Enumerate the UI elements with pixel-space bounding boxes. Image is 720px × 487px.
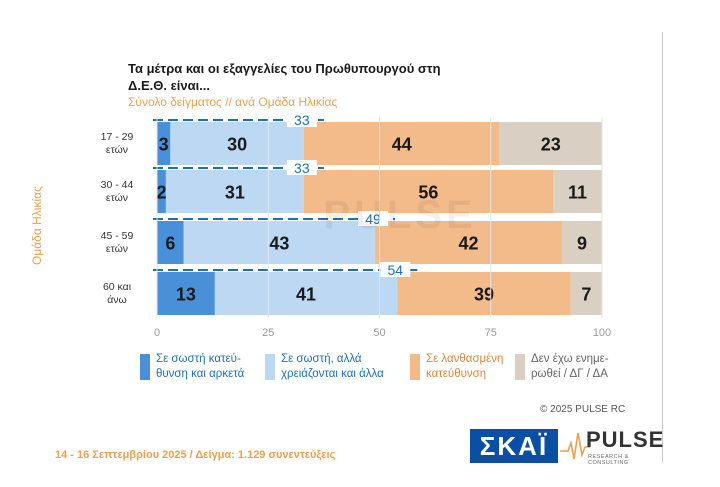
- x-tick-label: 0: [154, 327, 160, 339]
- pulse-logo: PULSE RESEARCH & CONSULTING: [560, 425, 663, 466]
- bar-segment: [157, 221, 184, 264]
- bar-segment: [303, 170, 554, 213]
- footer-note: 14 - 16 Σεπτεμβρίου 2025 / Δείγμα: 1.129…: [55, 449, 336, 461]
- bar-segment: [561, 221, 602, 264]
- divider-line: [662, 32, 663, 462]
- category-label: 45 - 59 ετών: [92, 230, 142, 256]
- bar-segment: [375, 221, 562, 264]
- legend-label-line: Σε σωστή κατεύ-: [156, 353, 241, 365]
- category-label-line: άνω: [107, 293, 127, 306]
- pulse-logo-text: PULSE: [586, 427, 665, 452]
- category-label-line: 45 - 59: [100, 229, 134, 242]
- bar-value-label: 56: [418, 183, 438, 203]
- bar-value-label: 13: [176, 285, 196, 305]
- bar-segment: [157, 122, 171, 165]
- category-label-line: 17 - 29: [100, 130, 134, 143]
- bar-value-label: 6: [165, 234, 175, 254]
- legend-swatch: [410, 354, 420, 380]
- bar-segment: [183, 221, 376, 264]
- category-label: 60 και άνω: [92, 281, 142, 307]
- bar-segment: [570, 272, 602, 315]
- category-label: 17 - 29 ετών: [92, 131, 142, 157]
- bar-value-label: 23: [541, 135, 561, 155]
- bar-value-label: 42: [458, 234, 478, 254]
- skai-logo: ΣΚΑΪ: [470, 429, 558, 463]
- category-label-line: ετών: [105, 242, 129, 255]
- bar-value-label: 41: [296, 285, 316, 305]
- legend-swatch: [515, 354, 525, 380]
- chart-subtitle: Σύνολο δείγματος // ανά Ομάδα Ηλικίας: [128, 95, 338, 109]
- bar-segment: [157, 272, 215, 315]
- x-tick-label: 50: [373, 327, 385, 339]
- annotation-bg: [358, 211, 389, 226]
- category-label: 30 - 44 ετών: [92, 179, 142, 205]
- legend-label: Σε σωστή κατεύ-θυνση και αρκετά: [156, 352, 244, 382]
- bar-value-label: 31: [225, 183, 245, 203]
- pulse-logo-subtext: RESEARCH & CONSULTING: [588, 454, 629, 466]
- legend-label: Σε σωστή, αλλά χρειάζονται και άλλα: [281, 352, 384, 382]
- bar-value-label: 11: [568, 183, 587, 203]
- bar-segment: [303, 122, 500, 165]
- annotation-value: 33: [294, 160, 310, 176]
- legend-swatch: [265, 354, 275, 380]
- legend-label-line: Σε λανθασμένη: [426, 353, 504, 365]
- bar-segment: [499, 122, 602, 165]
- bar-segment: [170, 122, 304, 165]
- x-tick-label: 75: [485, 327, 497, 339]
- bar-value-label: 9: [577, 234, 587, 254]
- bar-segment: [214, 272, 398, 315]
- legend-label-line: χρειάζονται και άλλα: [281, 368, 384, 380]
- bar-value-label: 44: [392, 135, 412, 155]
- bar-value-label: 7: [581, 285, 591, 305]
- category-label-line: 60 και: [102, 280, 132, 293]
- legend-label-line: θυνση και αρκετά: [156, 368, 245, 380]
- bar-value-label: 3: [159, 135, 169, 155]
- category-label-line: ετών: [105, 191, 129, 204]
- x-tick-label: 25: [262, 327, 274, 339]
- legend-label-line: ρωθεί / ΔΓ / ΔΑ: [531, 368, 608, 380]
- legend-label: Σε λανθασμένη κατεύθυνση: [426, 352, 503, 382]
- legend-label-line: Σε σωστή, αλλά: [281, 353, 362, 365]
- bar-segment: [397, 272, 571, 315]
- annotation-value: 49: [365, 211, 381, 227]
- bar-value-label: 39: [474, 285, 494, 305]
- bar-value-label: 2: [156, 183, 166, 203]
- annotation-bg: [380, 262, 411, 277]
- legend-label-line: Δεν έχω ενημε-: [531, 353, 609, 365]
- chart-title: Τα μέτρα και οι εξαγγελίες του Πρωθυπουρ…: [128, 61, 441, 93]
- pulse-wave-icon: [560, 432, 590, 460]
- bar-segment: [553, 170, 602, 213]
- x-tick-label: 100: [593, 327, 611, 339]
- category-label-line: 30 - 44: [100, 178, 134, 191]
- watermark: PULSE: [323, 193, 476, 237]
- annotation-value: 33: [294, 112, 310, 128]
- annotation-bg: [286, 112, 317, 127]
- annotation-bg: [286, 160, 317, 175]
- legend-label: Δεν έχω ενημε-ρωθεί / ΔΓ / ΔΑ: [531, 352, 609, 382]
- bar-segment: [157, 170, 166, 213]
- bar-value-label: 30: [227, 135, 247, 155]
- legend-label-line: κατεύθυνση: [426, 368, 487, 380]
- copyright: © 2025 PULSE RC: [540, 404, 626, 415]
- bar-value-label: 43: [269, 234, 289, 254]
- legend-swatch: [140, 354, 150, 380]
- category-label-line: ετών: [105, 143, 129, 156]
- bar-segment: [165, 170, 304, 213]
- annotation-value: 54: [388, 262, 404, 278]
